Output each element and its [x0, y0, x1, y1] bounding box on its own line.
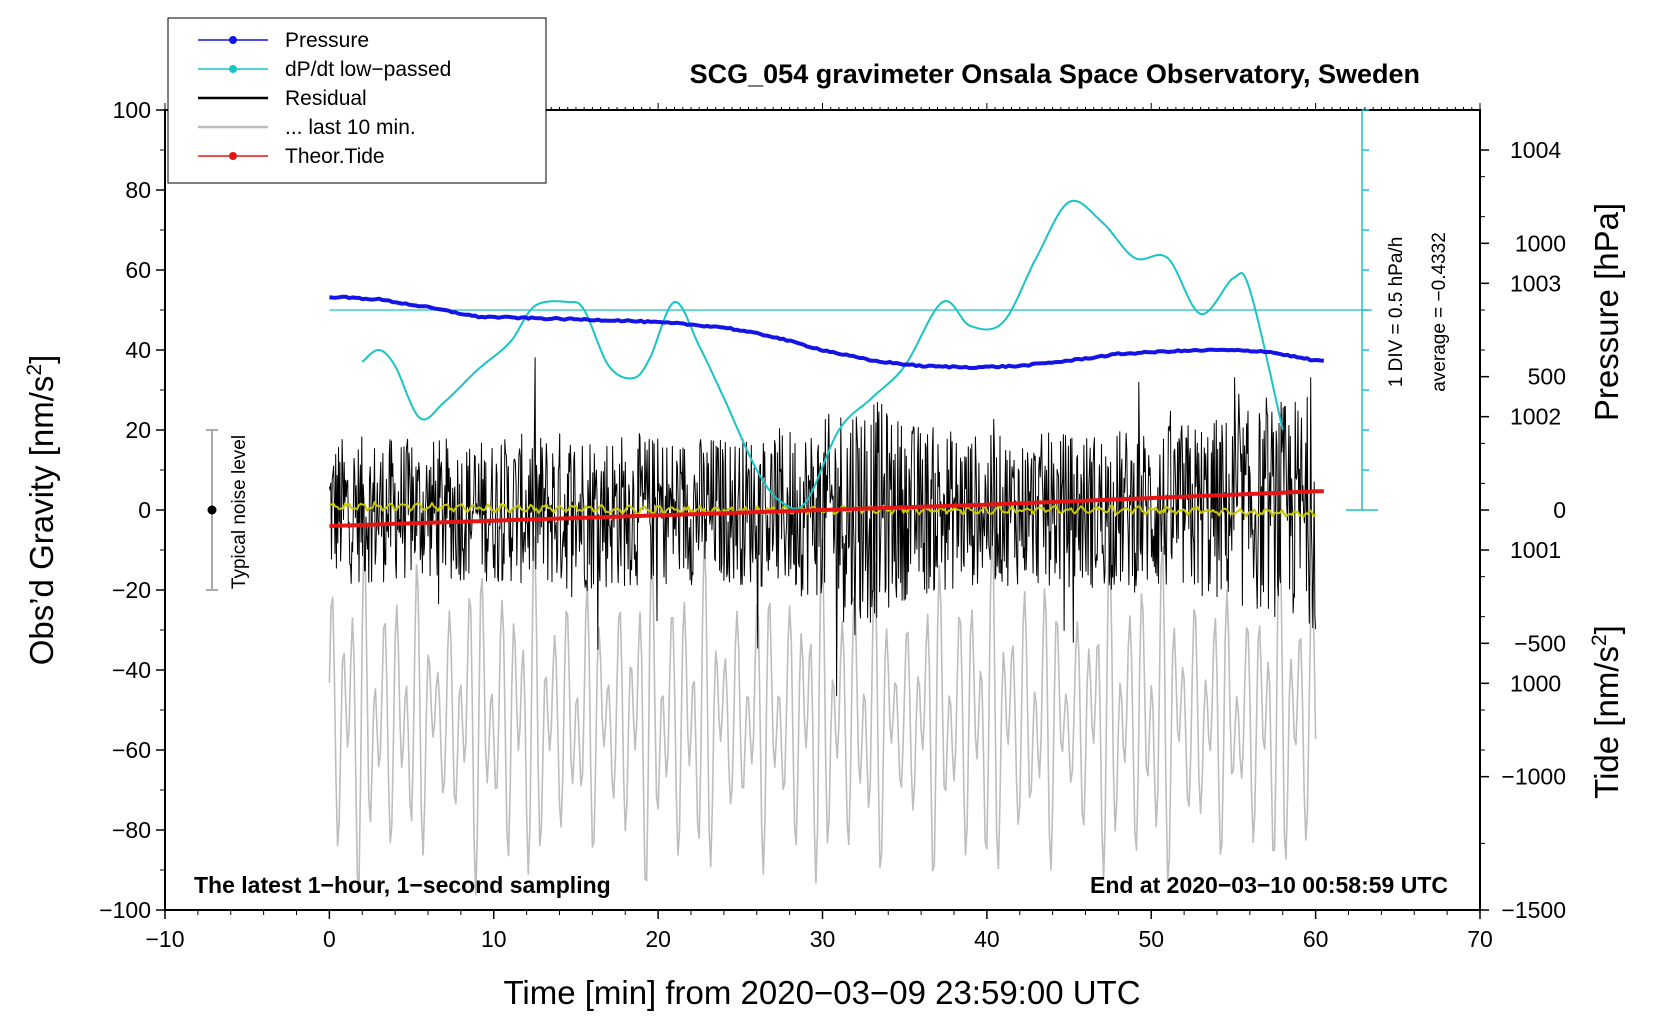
legend-label: ... last 10 min. — [285, 116, 416, 139]
pressure-tick-label: 1000 — [1510, 670, 1561, 696]
x-axis-title: Time [min] from 2020−03−09 23:59:00 UTC — [503, 974, 1140, 1011]
y-axis-title-left-sup: 2 — [23, 364, 46, 376]
series-last10-line — [328, 529, 1317, 896]
legend-label: Theor.Tide — [285, 145, 385, 168]
tide-tick-label: 0 — [1553, 497, 1566, 523]
y-tick-label: −40 — [112, 657, 151, 683]
noise-level-label: Typical noise level — [229, 435, 250, 589]
data-layer — [206, 109, 1378, 896]
legend-swatch-marker — [229, 65, 237, 73]
x-tick-label: 50 — [1138, 926, 1164, 952]
y-tick-label: 20 — [125, 417, 151, 443]
dpdt-average-label: average = −0.4332 — [1429, 232, 1450, 392]
x-tick-label: 70 — [1467, 926, 1493, 952]
y-axis-title-left-main: Obs’d Gravity [nm/s — [23, 376, 60, 666]
x-tick-label: 40 — [974, 926, 1000, 952]
chart-title: SCG_054 gravimeter Onsala Space Observat… — [690, 59, 1420, 89]
legend-label: dP/dt low−passed — [285, 58, 451, 81]
x-tick-label: 20 — [645, 926, 671, 952]
noise-center-dot — [207, 505, 217, 515]
legend-swatch-marker — [229, 36, 237, 44]
series-residual-line — [328, 357, 1317, 697]
tide-tick-label: −1500 — [1501, 897, 1566, 923]
y-axis-title-tide-sup: 2 — [1588, 634, 1611, 646]
footer-left: The latest 1−hour, 1−second sampling — [194, 872, 611, 898]
y-tick-label: 40 — [125, 337, 151, 363]
y-axis-title-pressure: Pressure [hPa] — [1588, 203, 1625, 421]
tide-tick-label: −1000 — [1501, 764, 1566, 790]
x-tick-label: 0 — [323, 926, 336, 952]
y-tick-label: 60 — [125, 257, 151, 283]
legend-swatch-marker — [229, 152, 237, 160]
series-tide-line — [329, 489, 1324, 528]
y-axis-title-tide-end: ] — [1588, 625, 1625, 634]
y-axis-title-left: Obs’d Gravity [nm/s2] — [23, 355, 60, 666]
series-dpdt-line — [361, 199, 1284, 510]
legend-label: Residual — [285, 87, 367, 110]
y-axis-title-left-end: ] — [23, 355, 60, 364]
pressure-tick-label: 1002 — [1510, 404, 1561, 430]
x-tick-label: 60 — [1303, 926, 1329, 952]
pressure-tick-label: 1001 — [1510, 537, 1561, 563]
y-tick-label: −100 — [99, 897, 151, 923]
tide-tick-label: 1000 — [1515, 230, 1566, 256]
pressure-tick-label: 1003 — [1510, 270, 1561, 296]
y-tick-label: −80 — [112, 817, 151, 843]
x-tick-label: −10 — [145, 926, 184, 952]
y-tick-label: 80 — [125, 177, 151, 203]
tide-tick-label: 500 — [1528, 364, 1566, 390]
y-tick-label: 0 — [138, 497, 151, 523]
pressure-tick-label: 1004 — [1510, 137, 1561, 163]
axes-layer: −10 0 10 20 30 40 50 60 70−100−80−60−40−20020406… — [99, 97, 1566, 952]
tide-tick-label: −500 — [1514, 630, 1566, 656]
x-tick-label: 30 — [810, 926, 836, 952]
y-axis-title-tide: Tide [nm/s2] — [1588, 625, 1625, 799]
legend-label: Pressure — [285, 29, 369, 52]
y-tick-label: 100 — [113, 97, 151, 123]
legend-items: Pressure dP/dt low−passed Residual ... last… — [198, 29, 451, 168]
series-pressure-line — [329, 294, 1324, 370]
legend: Pressure dP/dt low−passed Residual ... last… — [167, 17, 547, 184]
y-tick-label: −60 — [112, 737, 151, 763]
footer-right: End at 2020−03−10 00:58:59 UTC — [1090, 872, 1448, 898]
x-tick-label: 10 — [481, 926, 507, 952]
y-tick-label: −20 — [112, 577, 151, 603]
y-axis-title-tide-main: Tide [nm/s — [1588, 646, 1625, 799]
dpdt-div-label: 1 DIV = 0.5 hPa/h — [1386, 237, 1407, 388]
